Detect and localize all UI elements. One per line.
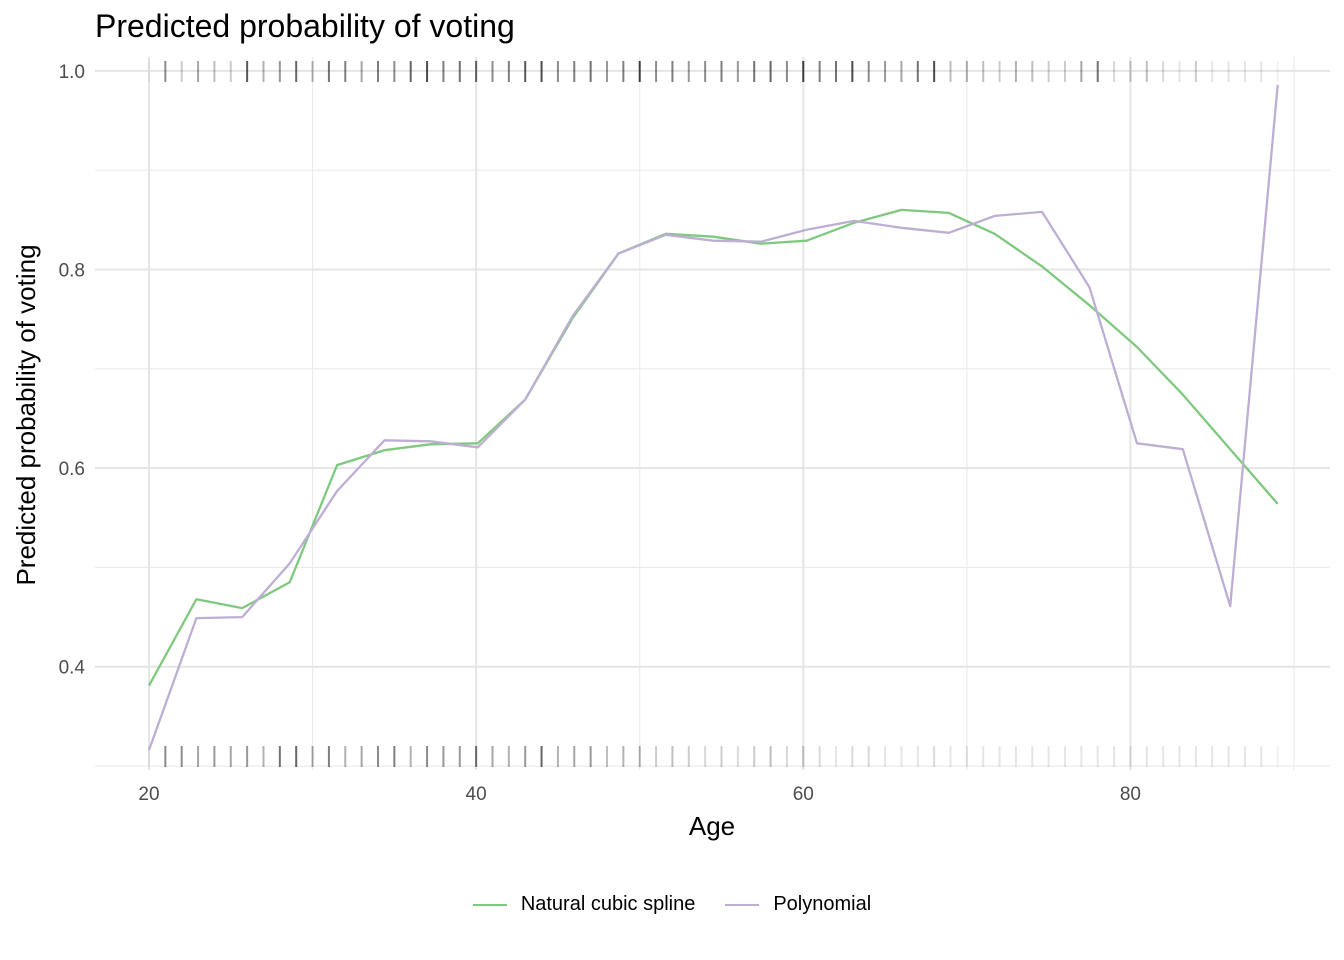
y-tick-label: 1.0 — [59, 62, 85, 83]
chart-title: Predicted probability of voting — [95, 8, 515, 44]
series-lines — [147, 84, 1279, 751]
x-tick-label: 20 — [138, 784, 159, 805]
x-tick-label: 40 — [466, 784, 487, 805]
legend-key-polynomial — [725, 903, 760, 906]
x-tick-labels: 20 40 60 80 — [138, 784, 1141, 805]
y-tick-labels: 0.4 0.6 0.8 1.0 — [59, 62, 86, 679]
series-line-spline — [147, 208, 1279, 687]
y-tick-label: 0.4 — [59, 658, 86, 679]
minor-gridlines — [95, 57, 1330, 770]
legend-item-polynomial: Polynomial — [725, 893, 871, 916]
series-line-polynomial — [147, 84, 1279, 751]
major-gridlines — [95, 57, 1330, 770]
rug-bottom — [147, 746, 1279, 767]
legend: Natural cubic spline Polynomial — [0, 893, 1344, 916]
legend-key-spline — [472, 903, 507, 906]
rug-top — [147, 61, 1279, 82]
x-axis-title: Age — [689, 811, 735, 841]
y-axis-title: Predicted probability of voting — [11, 244, 41, 585]
y-tick-label: 0.8 — [59, 261, 85, 282]
x-tick-label: 60 — [793, 784, 814, 805]
x-tick-label: 80 — [1120, 784, 1141, 805]
y-tick-label: 0.6 — [59, 459, 85, 480]
legend-label-polynomial: Polynomial — [773, 893, 872, 915]
legend-label-spline: Natural cubic spline — [520, 893, 696, 915]
legend-item-spline: Natural cubic spline — [472, 893, 696, 916]
